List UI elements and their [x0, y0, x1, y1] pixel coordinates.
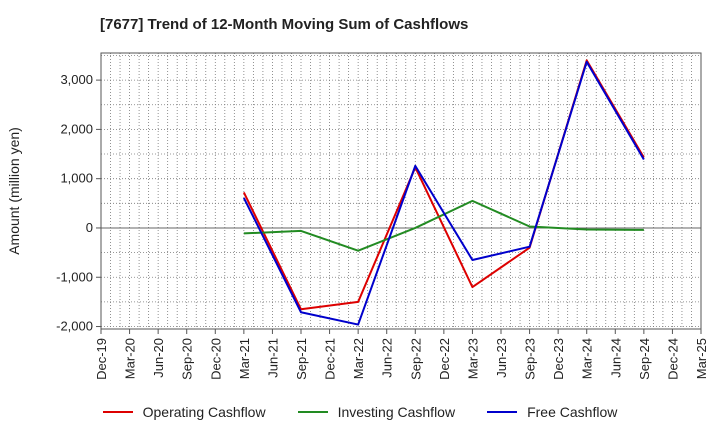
x-tick-label: Sep-21: [294, 338, 309, 380]
x-tick-label: Mar-25: [694, 338, 709, 379]
x-tick-label: Mar-23: [465, 338, 480, 379]
legend-swatch: [297, 411, 328, 413]
series-line-free-cashflow: [242, 60, 645, 326]
x-tick-label: Mar-20: [123, 338, 138, 379]
y-tick-label: 2,000: [60, 121, 93, 136]
y-tick-label: -2,000: [56, 319, 93, 334]
x-tick-label: Mar-21: [237, 338, 252, 379]
x-tick-label: Sep-24: [637, 338, 652, 380]
x-tick-label: Dec-19: [94, 338, 109, 380]
legend-label: Investing Cashflow: [337, 404, 456, 420]
x-tick-label: Jun-24: [608, 338, 623, 378]
chart-title: [7677] Trend of 12-Month Moving Sum of C…: [100, 16, 469, 33]
x-tick-label: Mar-22: [351, 338, 366, 379]
x-tick-label: Dec-20: [208, 338, 223, 380]
x-tick-label: Mar-24: [580, 338, 595, 379]
x-tick-label: Jun-21: [265, 338, 280, 378]
legend-item: Operating Cashflow: [102, 404, 266, 420]
y-axis-label: Amount (million yen): [6, 127, 22, 255]
legend: Operating Cashflow Investing Cashflow Free…: [0, 404, 720, 420]
x-tick-label: Sep-22: [408, 338, 423, 380]
legend-swatch: [102, 411, 133, 413]
x-tick-label: Dec-23: [551, 338, 566, 380]
x-tick-label: Jun-22: [380, 338, 395, 378]
x-tick-label: Dec-21: [323, 338, 338, 380]
series-lines: [242, 59, 645, 326]
legend-label: Operating Cashflow: [142, 404, 266, 420]
y-tick-label: 0: [86, 220, 93, 235]
legend-item: Free Cashflow: [487, 404, 617, 420]
legend-item: Investing Cashflow: [297, 404, 456, 420]
x-tick-label: Dec-24: [665, 338, 680, 380]
x-tick-label: Sep-20: [180, 338, 195, 380]
legend-label: Free Cashflow: [527, 404, 618, 420]
y-tick-label: -1,000: [56, 269, 93, 284]
x-tick-label: Jun-23: [494, 338, 509, 378]
grid: [100, 53, 702, 329]
x-tick-label: Jun-20: [151, 338, 166, 378]
y-tick-label: 3,000: [60, 72, 93, 87]
legend-swatch: [487, 411, 518, 413]
x-tick-label: Sep-23: [523, 338, 538, 380]
y-tick-label: 1,000: [60, 171, 93, 186]
axes: -2,000 -1,000 0 1,000 2,000 3,000 Dec-19 Mar-20…: [6, 52, 709, 380]
series-line-operating-cashflow: [242, 59, 645, 311]
x-tick-label: Dec-22: [437, 338, 452, 380]
plot-frame: [100, 52, 702, 330]
